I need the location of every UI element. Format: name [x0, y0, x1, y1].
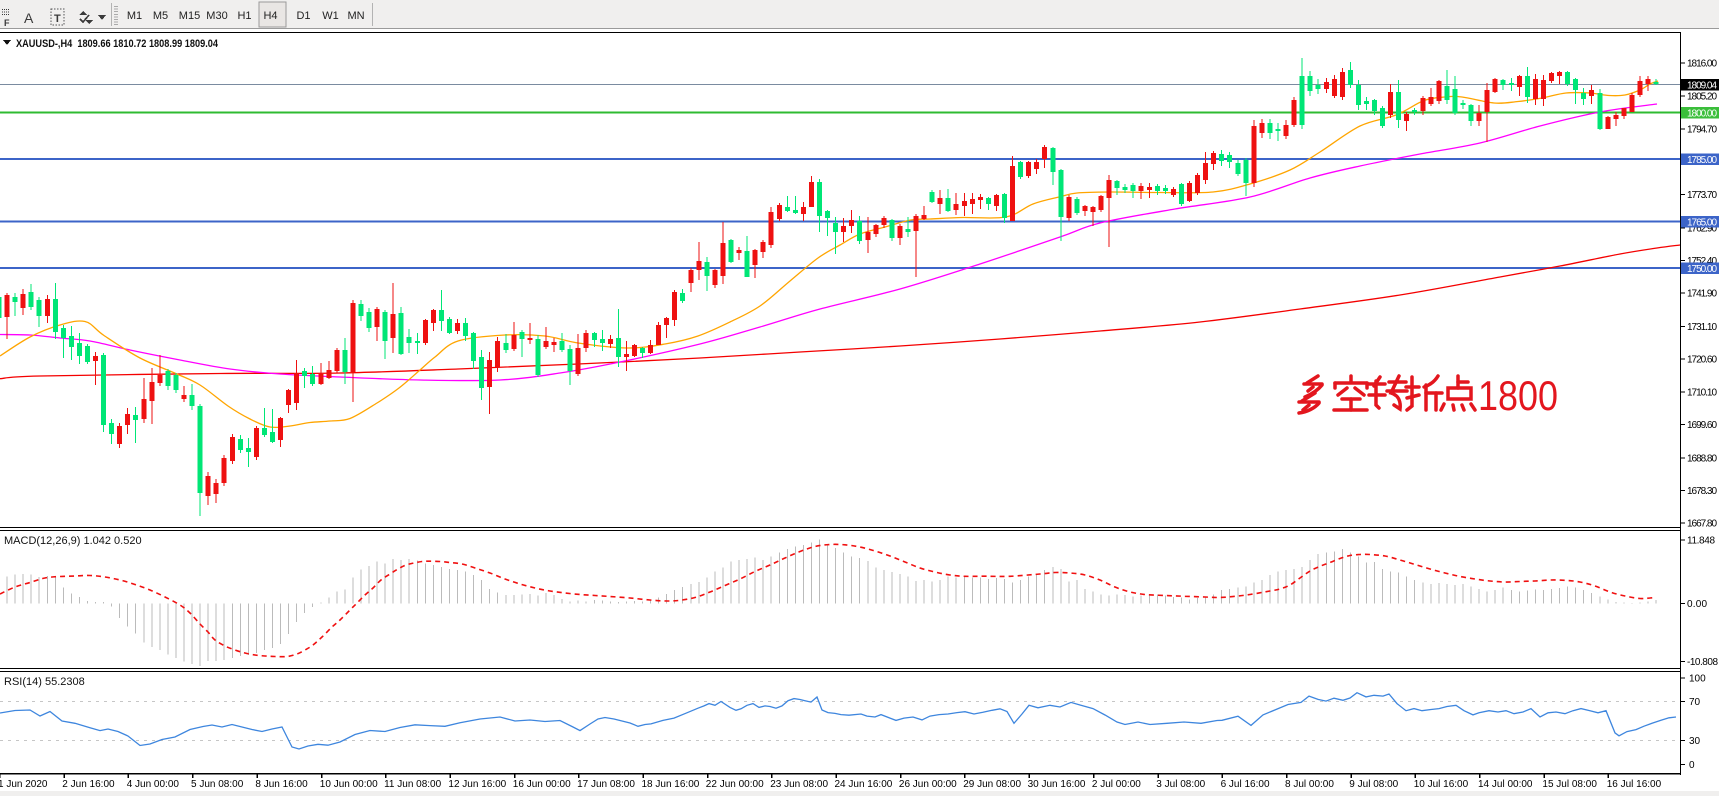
svg-text:8 Jul 00:00: 8 Jul 00:00 [1285, 779, 1334, 790]
svg-text:1785.00: 1785.00 [1687, 155, 1717, 166]
svg-text:1809.04: 1809.04 [1687, 80, 1717, 91]
svg-text:2 Jul 00:00: 2 Jul 00:00 [1092, 779, 1141, 790]
svg-text:1816.00: 1816.00 [1687, 59, 1717, 70]
svg-text:9 Jul 08:00: 9 Jul 08:00 [1349, 779, 1398, 790]
svg-text:14 Jul 00:00: 14 Jul 00:00 [1478, 779, 1533, 790]
svg-text:1731.10: 1731.10 [1687, 322, 1717, 333]
svg-text:100: 100 [1689, 674, 1706, 685]
svg-text:16 Jul 16:00: 16 Jul 16:00 [1607, 779, 1662, 790]
svg-text:11 Jun 08:00: 11 Jun 08:00 [384, 779, 442, 790]
svg-text:MN: MN [347, 10, 364, 22]
svg-text:1741.90: 1741.90 [1687, 289, 1717, 300]
svg-text:D1: D1 [296, 10, 310, 22]
svg-text:W1: W1 [322, 10, 339, 22]
svg-text:1720.60: 1720.60 [1687, 355, 1717, 366]
svg-text:2 Jun 16:00: 2 Jun 16:00 [62, 779, 115, 790]
svg-text:1805.20: 1805.20 [1687, 92, 1717, 103]
svg-text:17 Jun 08:00: 17 Jun 08:00 [577, 779, 635, 790]
svg-text:M5: M5 [153, 10, 168, 22]
svg-text:4 Jun 00:00: 4 Jun 00:00 [127, 779, 180, 790]
svg-text:5 Jun 08:00: 5 Jun 08:00 [191, 779, 244, 790]
svg-text:0: 0 [1689, 760, 1695, 771]
svg-text:H1: H1 [237, 10, 251, 22]
svg-text:F: F [4, 18, 10, 28]
svg-text:1688.80: 1688.80 [1687, 453, 1717, 464]
svg-text:23 Jun 08:00: 23 Jun 08:00 [770, 779, 828, 790]
svg-text:M1: M1 [127, 10, 142, 22]
svg-text:1762.90: 1762.90 [1687, 223, 1717, 234]
svg-text:6 Jul 16:00: 6 Jul 16:00 [1221, 779, 1270, 790]
svg-text:26 Jun 00:00: 26 Jun 00:00 [899, 779, 957, 790]
svg-text:1800: 1800 [1478, 372, 1558, 419]
svg-text:12 Jun 16:00: 12 Jun 16:00 [448, 779, 506, 790]
svg-text:A: A [24, 10, 34, 26]
svg-text:H4: H4 [263, 10, 277, 22]
svg-text:24 Jun 16:00: 24 Jun 16:00 [835, 779, 893, 790]
svg-text:8 Jun 16:00: 8 Jun 16:00 [255, 779, 308, 790]
svg-text:29 Jun 08:00: 29 Jun 08:00 [963, 779, 1021, 790]
svg-text:15 Jul 08:00: 15 Jul 08:00 [1542, 779, 1597, 790]
svg-text:18 Jun 16:00: 18 Jun 16:00 [642, 779, 700, 790]
svg-text:1710.10: 1710.10 [1687, 387, 1717, 398]
svg-text:1750.00: 1750.00 [1687, 264, 1717, 275]
svg-text:30 Jun 16:00: 30 Jun 16:00 [1028, 779, 1086, 790]
svg-text:11.848: 11.848 [1687, 536, 1715, 547]
svg-text:1752.40: 1752.40 [1687, 256, 1717, 267]
svg-text:1 Jun 2020: 1 Jun 2020 [0, 779, 48, 790]
svg-text:1800.00: 1800.00 [1687, 108, 1717, 119]
svg-text:10 Jun 00:00: 10 Jun 00:00 [320, 779, 378, 790]
svg-text:1794.70: 1794.70 [1687, 125, 1717, 136]
svg-text:MACD(12,26,9) 1.042 0.520: MACD(12,26,9) 1.042 0.520 [4, 535, 142, 547]
svg-text:0.00: 0.00 [1687, 599, 1707, 610]
svg-text:T: T [54, 13, 61, 25]
svg-text:M30: M30 [206, 10, 227, 22]
svg-text:22 Jun 00:00: 22 Jun 00:00 [706, 779, 764, 790]
svg-text:1765.00: 1765.00 [1687, 217, 1717, 228]
svg-text:XAUUSD-,H4 1809.66 1810.72 18: XAUUSD-,H4 1809.66 1810.72 1808.99 1809.… [16, 38, 219, 50]
svg-text:1678.30: 1678.30 [1687, 486, 1717, 497]
svg-text:30: 30 [1689, 736, 1701, 747]
svg-text:70: 70 [1689, 697, 1701, 708]
svg-text:16 Jun 00:00: 16 Jun 00:00 [513, 779, 571, 790]
svg-text:M15: M15 [179, 10, 200, 22]
svg-text:3 Jul 08:00: 3 Jul 08:00 [1156, 779, 1205, 790]
svg-text:1773.70: 1773.70 [1687, 190, 1717, 201]
svg-text:1699.60: 1699.60 [1687, 420, 1717, 431]
svg-text:1667.80: 1667.80 [1687, 519, 1717, 530]
svg-text:-10.808: -10.808 [1687, 657, 1718, 668]
svg-text:10 Jul 16:00: 10 Jul 16:00 [1414, 779, 1469, 790]
svg-text:RSI(14) 55.2308: RSI(14) 55.2308 [4, 676, 85, 688]
